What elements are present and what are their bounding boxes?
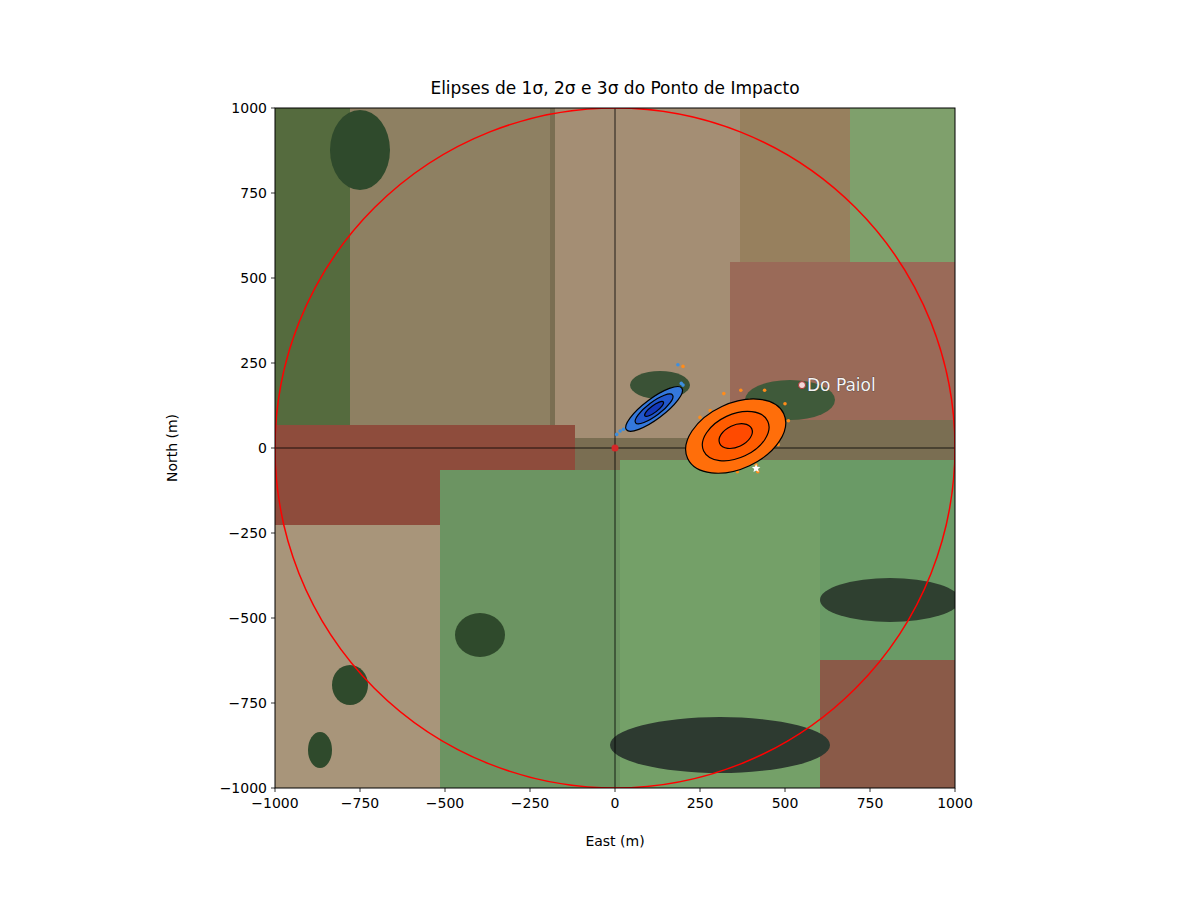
x-tick	[700, 788, 701, 792]
chart-title: Elipses de 1σ, 2σ e 3σ do Ponto de Impac…	[430, 78, 799, 98]
x-tick-label: 1000	[937, 795, 973, 811]
x-tick	[615, 788, 616, 792]
point	[618, 429, 622, 433]
map-patch	[740, 108, 850, 263]
x-tick	[360, 788, 361, 792]
background-map	[275, 108, 955, 788]
y-tick-label: 250	[240, 355, 267, 371]
y-tick-label: 500	[240, 270, 267, 286]
plot-area	[275, 108, 955, 788]
sigma-ellipse	[674, 384, 798, 488]
map-trees	[308, 732, 332, 768]
y-tick	[271, 618, 275, 619]
y-tick	[271, 108, 275, 109]
map-patch	[730, 262, 955, 420]
axes: −1000 −750 −500 −250 0 250 500 750 1000 −1000 −750…	[220, 100, 973, 811]
annotation-marker	[799, 382, 806, 389]
point	[783, 402, 787, 406]
point	[698, 416, 702, 420]
y-tick-label: −500	[229, 610, 267, 626]
sigma-ellipse	[620, 380, 688, 438]
x-tick-label: −250	[511, 795, 549, 811]
x-tick-label: 250	[687, 795, 714, 811]
map-patch	[820, 660, 955, 788]
map-patch	[850, 108, 955, 268]
x-tick	[275, 788, 276, 792]
y-tick	[271, 703, 275, 704]
x-tick	[445, 788, 446, 792]
x-tick-label: 500	[772, 795, 799, 811]
y-tick-label: 1000	[231, 100, 267, 116]
sigma-ellipse	[632, 390, 677, 429]
figure: Do Paiol−1000−750−500−25002505007501000−…	[0, 0, 1200, 900]
sigma-ellipses	[674, 384, 798, 488]
star-point	[752, 464, 761, 472]
point	[681, 365, 685, 369]
point	[680, 382, 684, 386]
annotation-text: Do Paiol	[807, 375, 876, 395]
y-tick	[271, 788, 275, 789]
sigma-ellipses	[620, 380, 688, 438]
y-tick	[271, 363, 275, 364]
y-tick-label: −750	[229, 695, 267, 711]
point	[787, 419, 791, 423]
point	[722, 392, 726, 396]
axes-frame	[275, 108, 955, 788]
origin-point	[612, 445, 619, 452]
map-patch	[820, 460, 955, 660]
x-tick	[530, 788, 531, 792]
y-tick-label: 750	[240, 185, 267, 201]
point	[622, 428, 626, 432]
map-river	[610, 717, 830, 773]
y-tick-label: −250	[229, 525, 267, 541]
x-tick-label: 0	[611, 795, 620, 811]
y-tick	[271, 278, 275, 279]
x-tick-label: −750	[341, 795, 379, 811]
point	[739, 388, 743, 392]
range-circle	[275, 108, 955, 788]
y-tick-label: 0	[258, 440, 267, 456]
x-tick-label: 750	[857, 795, 884, 811]
x-tick-label: −500	[426, 795, 464, 811]
annotations: Do Paiol	[799, 375, 876, 395]
map-trees	[332, 665, 368, 705]
sigma-ellipse	[715, 419, 756, 454]
point	[615, 433, 619, 437]
map-trees	[455, 613, 505, 657]
point	[763, 388, 767, 392]
y-tick	[271, 533, 275, 534]
map-patch	[440, 470, 620, 788]
sigma-ellipse	[694, 401, 776, 470]
map-patch	[555, 108, 740, 438]
point	[676, 363, 680, 367]
x-axis-label: East (m)	[585, 833, 644, 849]
sigma-ellipse	[643, 399, 666, 418]
x-tick	[870, 788, 871, 792]
y-tick	[271, 448, 275, 449]
map-patch	[275, 525, 440, 788]
x-tick	[785, 788, 786, 792]
y-axis-label: North (m)	[164, 414, 180, 482]
map-trees	[820, 578, 955, 622]
y-tick-label: −1000	[220, 780, 267, 796]
x-tick-label: −1000	[251, 795, 298, 811]
map-trees	[330, 110, 390, 190]
x-tick	[955, 788, 956, 792]
y-tick	[271, 193, 275, 194]
